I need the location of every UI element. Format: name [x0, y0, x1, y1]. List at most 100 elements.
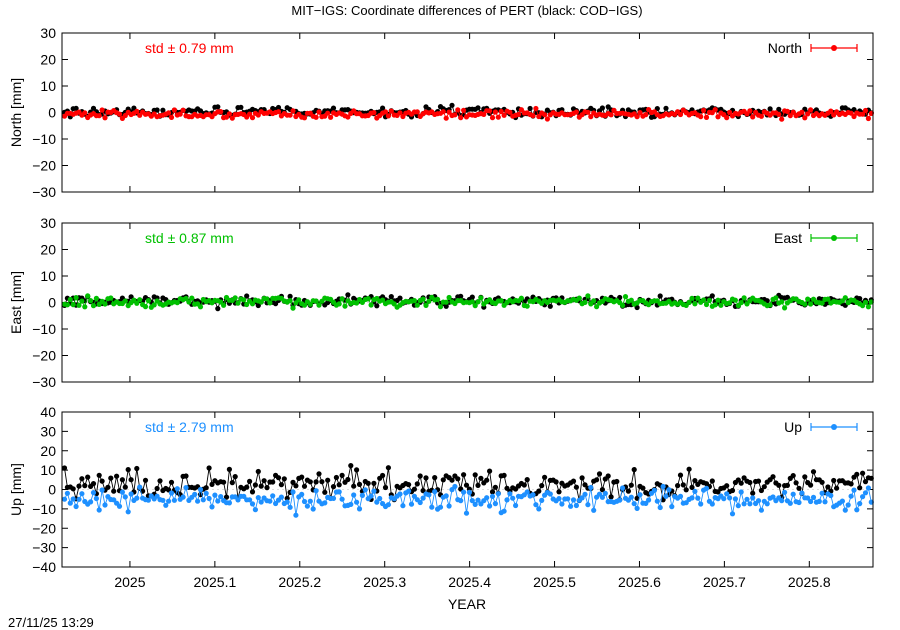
main-series-point: [241, 297, 247, 303]
compare-series-point: [709, 293, 715, 299]
main-series-point: [822, 499, 828, 505]
compare-series-point: [76, 483, 82, 489]
legend-label: East: [774, 230, 802, 246]
y-axis-label: East [mm]: [8, 271, 24, 334]
main-series-point: [779, 498, 785, 504]
main-series-point: [782, 305, 788, 311]
main-series-point: [203, 490, 209, 496]
main-series-point: [628, 494, 634, 500]
main-series-point: [365, 296, 371, 302]
compare-series-point: [724, 483, 730, 489]
main-series-point: [692, 488, 698, 494]
main-series-point: [382, 109, 389, 115]
compare-series-point: [261, 478, 267, 484]
x-axis-label: YEAR: [448, 596, 486, 612]
compare-series-point: [478, 475, 484, 481]
compare-series-point: [750, 490, 756, 496]
std-label: std ± 0.87 mm: [145, 230, 234, 246]
main-series-point: [475, 299, 481, 305]
main-series-point: [518, 295, 525, 301]
compare-series-point: [270, 479, 276, 485]
compare-series-point: [675, 483, 681, 489]
compare-series-point: [582, 482, 588, 488]
compare-series-point: [689, 484, 695, 490]
compare-series-point: [825, 484, 831, 490]
main-series-point: [588, 484, 594, 491]
main-series-point: [70, 302, 76, 308]
main-series-point: [226, 500, 232, 506]
main-series-point: [426, 492, 432, 498]
main-series-point: [663, 493, 669, 499]
compare-series-point: [351, 483, 357, 489]
x-tick-label: 2025.1: [193, 574, 236, 590]
main-series-point: [862, 107, 869, 114]
main-series-point: [380, 297, 386, 303]
main-series-point: [489, 493, 496, 499]
compare-series-point: [385, 465, 391, 471]
compare-series-point: [709, 478, 715, 484]
main-series-point: [715, 297, 721, 303]
compare-series-point: [330, 105, 337, 111]
compare-series-point: [784, 482, 791, 488]
compare-series-point: [264, 485, 270, 491]
main-series-point: [368, 302, 374, 308]
main-series-point: [620, 485, 626, 491]
compare-series-point: [215, 306, 221, 312]
main-series-point: [221, 302, 227, 308]
main-series-point: [249, 115, 256, 121]
main-series-point: [854, 507, 860, 513]
compare-series-point: [339, 472, 345, 478]
compare-series-point: [105, 484, 111, 490]
main-series-point: [599, 494, 606, 500]
main-series-point: [646, 497, 652, 503]
main-series-point: [735, 503, 741, 509]
main-series-point: [125, 509, 131, 515]
main-series-point: [727, 300, 733, 306]
compare-series-point: [255, 302, 261, 309]
main-series-point: [287, 112, 293, 118]
main-series-point: [695, 295, 701, 301]
main-series-point: [79, 298, 85, 304]
compare-series-point: [487, 468, 493, 474]
panel-north: −30 −20 −10 0 10 20 30 North [mm] std ± 0.79 mm N…: [8, 25, 874, 200]
main-series-point: [122, 298, 128, 304]
compare-series-point: [336, 482, 342, 488]
compare-series-point: [380, 105, 386, 111]
main-series-point: [758, 507, 765, 513]
main-series-point: [452, 483, 458, 490]
compare-series-point: [154, 107, 160, 113]
main-series-point: [313, 298, 319, 304]
main-series-point: [249, 501, 256, 507]
main-series-point: [669, 504, 675, 510]
main-series-point: [88, 499, 94, 505]
main-series-point: [631, 501, 637, 507]
main-series-point: [166, 110, 172, 116]
compare-series-point: [796, 485, 802, 491]
compare-series-point: [640, 485, 646, 491]
main-series-point: [542, 112, 548, 118]
y-tick-label: −30: [32, 374, 56, 390]
y-tick-label: 20: [40, 242, 56, 258]
compare-series-point: [313, 479, 319, 485]
main-series-point: [267, 498, 273, 504]
main-series-point: [397, 110, 403, 116]
main-series-point: [377, 495, 383, 502]
main-series-point: [547, 491, 553, 497]
main-series-point: [556, 496, 562, 502]
main-series-point: [507, 109, 513, 115]
x-tick-label: 2025.6: [618, 574, 661, 590]
main-series-point: [67, 296, 73, 303]
y-tick-label: −20: [32, 348, 56, 364]
main-series-point: [423, 302, 429, 308]
main-series-point: [481, 111, 487, 117]
main-series-point: [258, 499, 264, 505]
main-series-point: [712, 302, 718, 308]
main-series-point: [489, 115, 496, 121]
main-series-point: [706, 297, 713, 303]
compare-series-point: [556, 489, 562, 495]
main-series-point: [495, 114, 501, 120]
compare-series-point: [333, 474, 339, 481]
compare-series-point: [90, 105, 97, 111]
compare-series-point: [524, 477, 530, 483]
compare-series-point: [432, 475, 438, 481]
